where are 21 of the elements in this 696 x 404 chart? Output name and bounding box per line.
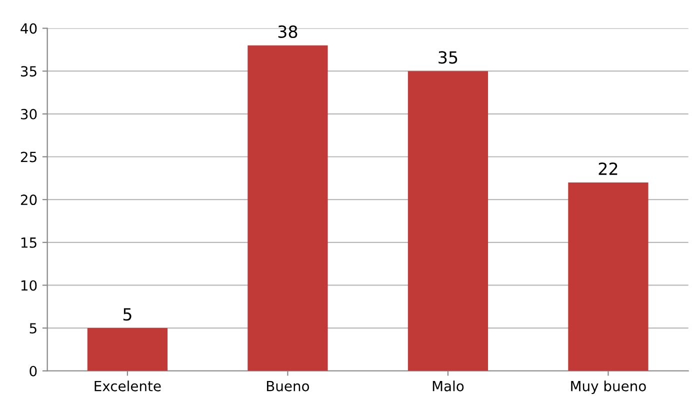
y-tick-label: 40 (20, 23, 37, 34)
data-label: 35 (438, 51, 458, 64)
bar (87, 328, 168, 371)
y-tick-label: 30 (20, 108, 37, 120)
y-tick-label: 20 (20, 194, 37, 206)
y-tick-label: 25 (20, 152, 36, 162)
y-tick-label: 35 (20, 66, 36, 77)
y-tick-label: 15 (21, 238, 36, 248)
x-tick-label: Muy bueno (571, 380, 646, 394)
y-tick-label: 10 (21, 280, 37, 291)
x-tick-label: Malo (432, 380, 464, 392)
y-tick-label: 5 (30, 323, 36, 334)
data-label: 5 (123, 308, 132, 321)
bar (408, 71, 488, 371)
bar (248, 45, 328, 371)
data-label: 38 (278, 25, 298, 38)
x-tick-label: Excelente (94, 380, 161, 392)
bar (568, 182, 648, 371)
data-label: 22 (598, 162, 618, 175)
y-tick-label: 0 (30, 366, 37, 376)
x-tick-label: Bueno (266, 381, 310, 392)
